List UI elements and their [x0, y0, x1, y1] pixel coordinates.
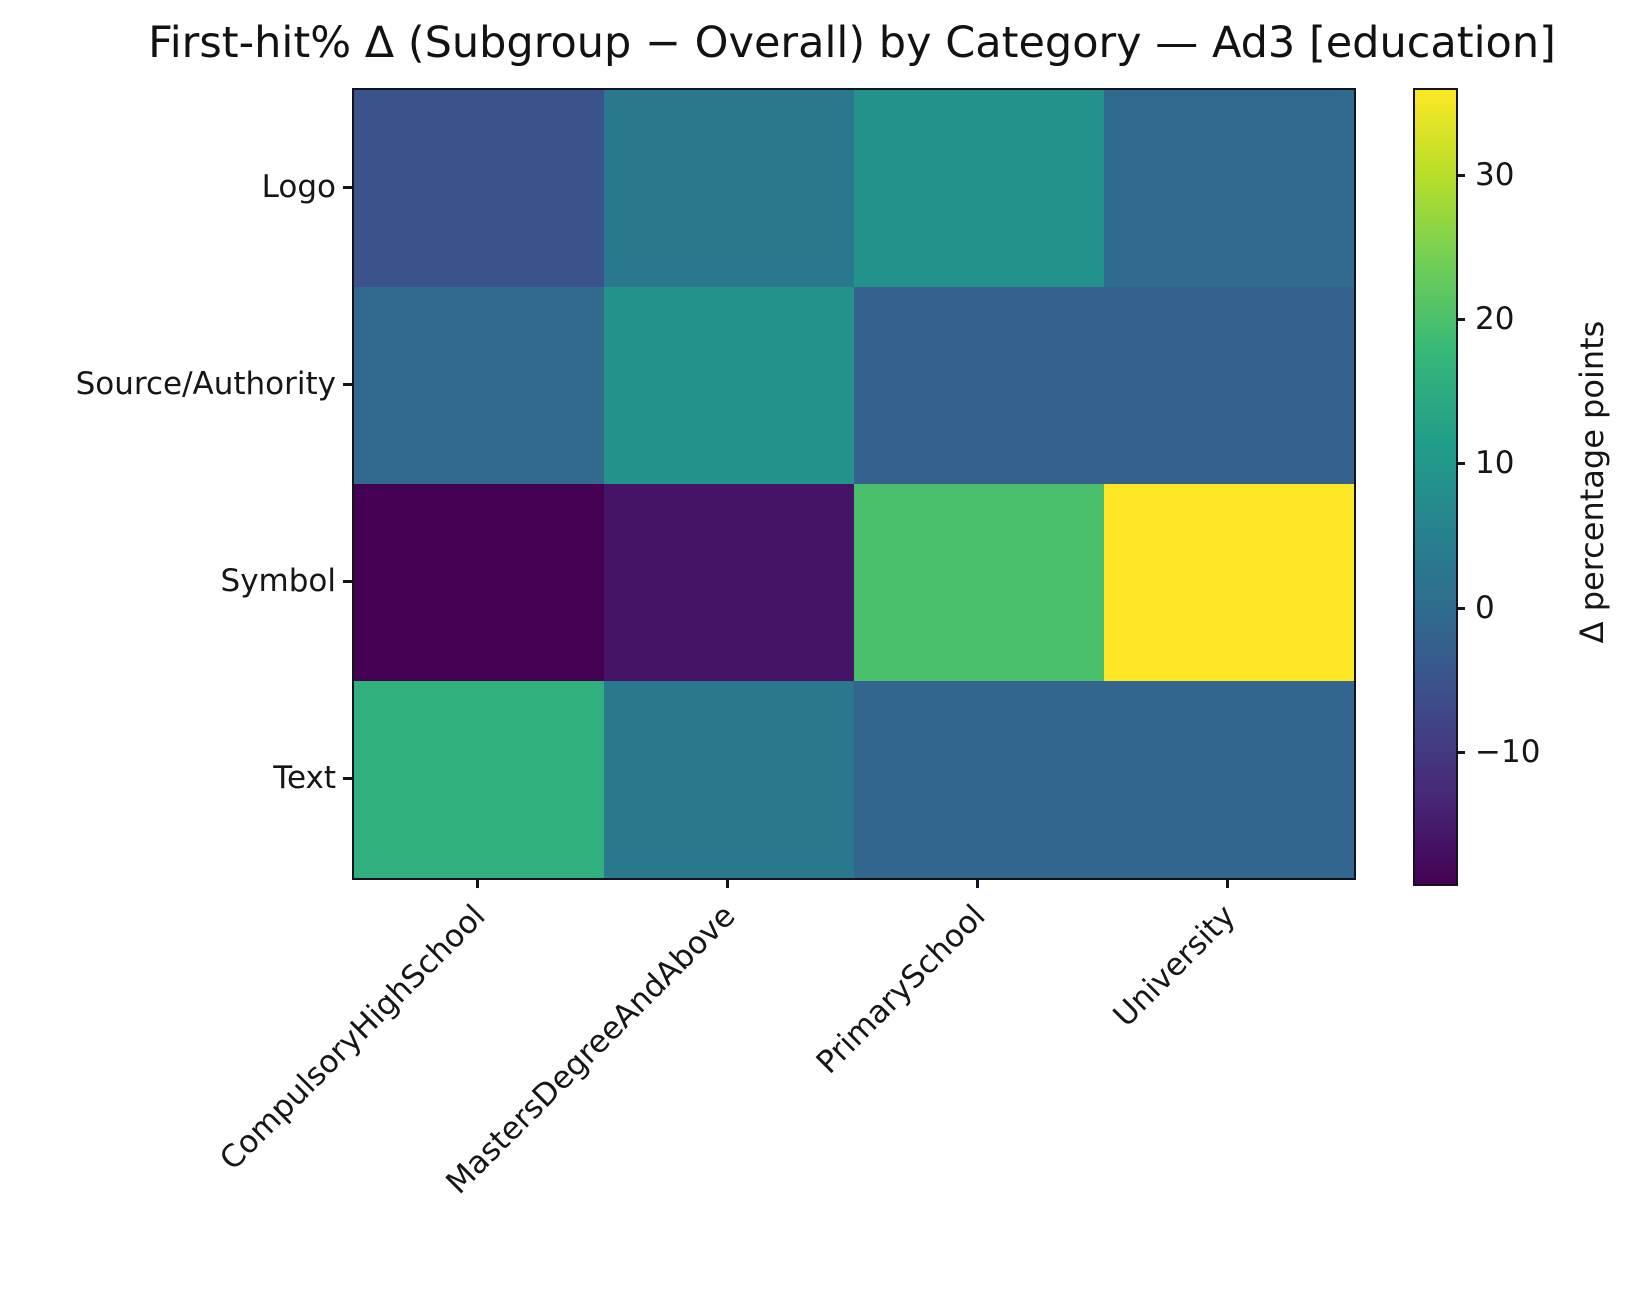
- heatmap-cell-logo-university: [1104, 90, 1354, 287]
- heatmap-cell-text-compulsoryhighschool: [354, 681, 604, 878]
- x-tick-mark: [726, 878, 729, 888]
- heatmap-cell-text-university: [1104, 681, 1354, 878]
- x-tick-label-university: University: [1106, 898, 1243, 1035]
- y-tick-label-text: Text: [273, 759, 336, 796]
- colorbar-tick-mark: [1456, 751, 1465, 755]
- heatmap-grid: [352, 88, 1356, 880]
- y-tick-label-source-authority: Source/Authority: [75, 365, 336, 402]
- colorbar-tick-label--10: −10: [1475, 734, 1541, 771]
- heatmap-cell-symbol-primaryschool: [854, 484, 1104, 681]
- colorbar-tick-label-10: 10: [1475, 445, 1515, 482]
- heatmap-cell-symbol-mastersdegreeandabove: [604, 484, 854, 681]
- colorbar-tick-label-0: 0: [1475, 589, 1495, 626]
- heatmap-cell-symbol-university: [1104, 484, 1354, 681]
- colorbar-tick-mark: [1456, 317, 1465, 321]
- colorbar-tick-mark: [1456, 173, 1465, 177]
- colorbar-tick-mark: [1456, 606, 1465, 610]
- heatmap-cell-text-mastersdegreeandabove: [604, 681, 854, 878]
- colorbar: [1413, 88, 1458, 886]
- heatmap-cell-text-primaryschool: [854, 681, 1104, 878]
- heatmap-cell-source-authority-university: [1104, 287, 1354, 484]
- colorbar-tick-mark: [1456, 462, 1465, 466]
- x-tick-mark: [976, 878, 979, 888]
- colorbar-axis-label: Δ percentage points: [1573, 320, 1611, 644]
- y-tick-mark: [343, 382, 352, 386]
- heatmap-cell-logo-primaryschool: [854, 90, 1104, 287]
- heatmap-cell-source-authority-mastersdegreeandabove: [604, 287, 854, 484]
- colorbar-tick-label-30: 30: [1475, 156, 1515, 193]
- heatmap-cell-source-authority-primaryschool: [854, 287, 1104, 484]
- x-tick-mark: [476, 878, 479, 888]
- y-tick-mark: [343, 579, 352, 583]
- y-tick-mark: [343, 776, 352, 780]
- y-tick-label-logo: Logo: [261, 168, 336, 205]
- y-tick-label-symbol: Symbol: [220, 562, 336, 599]
- x-tick-mark: [1226, 878, 1229, 888]
- y-tick-mark: [343, 185, 352, 189]
- heatmap-cell-symbol-compulsoryhighschool: [354, 484, 604, 681]
- heatmap-cell-logo-mastersdegreeandabove: [604, 90, 854, 287]
- chart-title: First-hit% Δ (Subgroup − Overall) by Cat…: [148, 18, 1556, 68]
- heatmap-cell-logo-compulsoryhighschool: [354, 90, 604, 287]
- heatmap-cell-source-authority-compulsoryhighschool: [354, 287, 604, 484]
- colorbar-tick-label-20: 20: [1475, 300, 1515, 337]
